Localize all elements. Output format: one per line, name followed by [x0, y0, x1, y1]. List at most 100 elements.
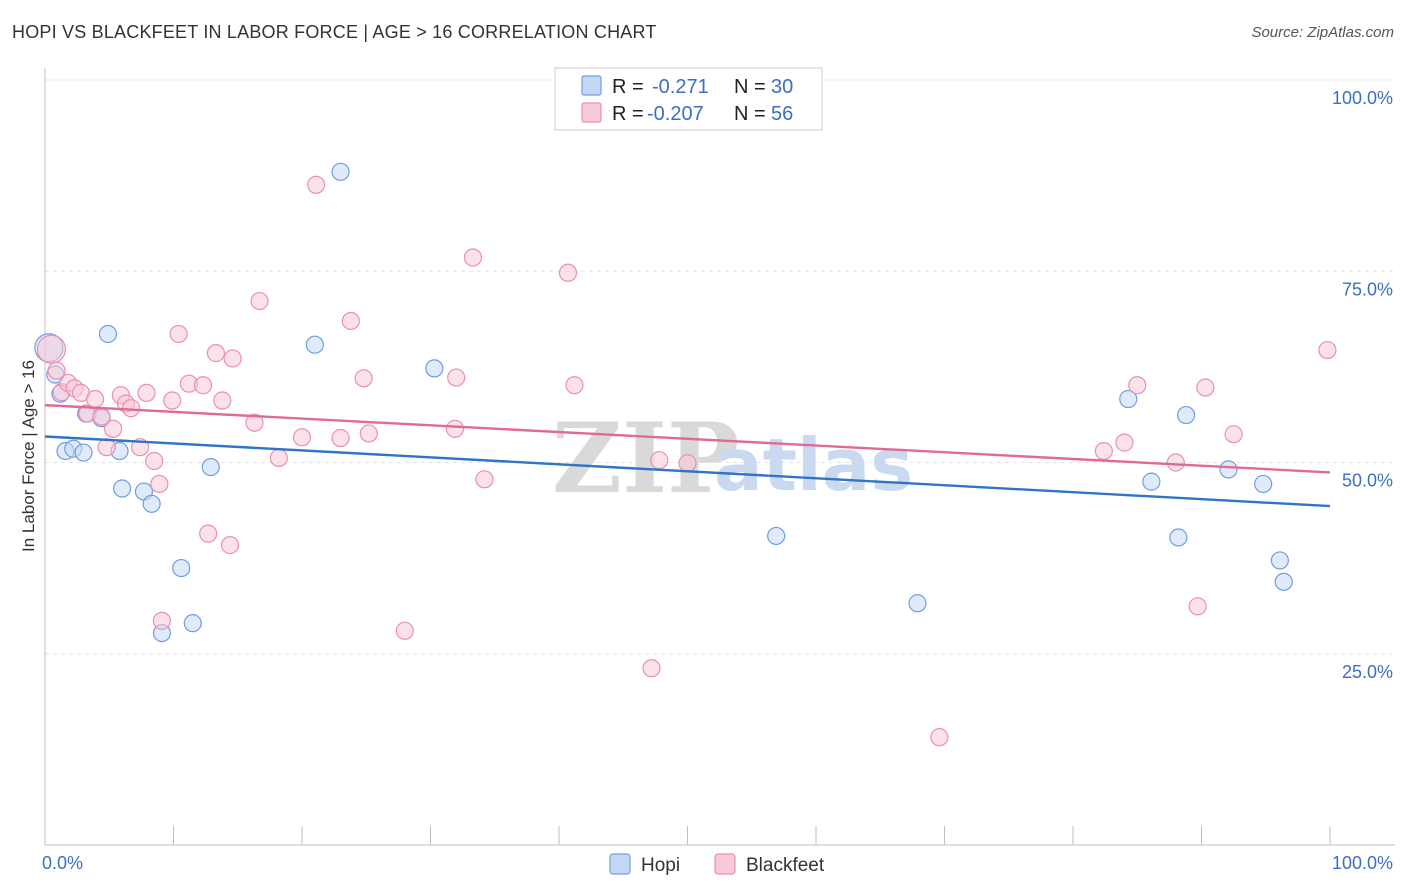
point-blackfeet	[1094, 441, 1113, 461]
point-hopi	[142, 494, 161, 513]
point-hopi	[183, 614, 202, 633]
point-blackfeet	[1196, 378, 1215, 397]
legend-r-value-blackfeet: -0.207	[647, 103, 704, 125]
point-blackfeet	[152, 611, 172, 630]
point-blackfeet	[150, 474, 169, 494]
point-blackfeet	[223, 349, 242, 368]
legend-n-label-hopi: N =	[734, 76, 766, 98]
point-hopi	[1142, 472, 1161, 491]
point-hopi	[1254, 474, 1273, 494]
point-blackfeet	[1128, 376, 1147, 395]
point-blackfeet	[558, 263, 578, 282]
point-blackfeet	[354, 369, 373, 388]
point-blackfeet	[642, 659, 661, 678]
point-blackfeet	[1224, 425, 1243, 444]
point-hopi	[1176, 405, 1196, 425]
point-blackfeet	[565, 376, 584, 395]
legend-swatch-blackfeet	[581, 102, 602, 123]
point-blackfeet	[341, 311, 360, 331]
y-axis-label: In Labor Force | Age > 16	[19, 360, 38, 552]
point-blackfeet	[359, 424, 378, 443]
point-hopi	[1270, 551, 1289, 570]
point-blackfeet	[145, 451, 164, 471]
trend-lines	[44, 403, 1331, 508]
trend-line-hopi	[44, 435, 1331, 508]
point-blackfeet	[395, 621, 414, 640]
watermark-zip: ZIP	[552, 402, 739, 515]
point-blackfeet	[36, 334, 67, 364]
point-hopi	[305, 335, 324, 354]
x-tick-label: 0.0%	[42, 853, 83, 873]
point-hopi	[1219, 460, 1238, 479]
point-blackfeet	[650, 451, 669, 470]
point-hopi	[112, 479, 132, 498]
legend-r-label-hopi: R =	[612, 76, 644, 98]
point-blackfeet	[137, 383, 156, 402]
chart-source: Source: ZipAtlas.com	[1251, 24, 1394, 41]
legend-n-value-blackfeet: 56	[771, 103, 793, 125]
point-hopi	[1169, 528, 1188, 547]
point-blackfeet	[199, 524, 218, 543]
point-hopi	[1119, 389, 1138, 409]
point-blackfeet	[193, 376, 213, 395]
legend-r-value-hopi: -0.271	[652, 76, 709, 98]
point-blackfeet	[447, 368, 466, 387]
point-hopi	[74, 443, 93, 462]
legend-r-label-blackfeet: R =	[612, 103, 644, 125]
point-hopi	[1274, 572, 1293, 591]
point-blackfeet	[220, 536, 240, 555]
point-blackfeet	[245, 413, 264, 432]
point-hopi	[425, 359, 444, 378]
point-blackfeet	[47, 361, 66, 380]
point-blackfeet	[445, 419, 465, 438]
point-blackfeet	[250, 291, 269, 311]
point-hopi	[201, 457, 220, 477]
point-blackfeet	[1188, 597, 1207, 616]
series-blackfeet-points	[36, 175, 1337, 747]
y-tick-label: 100.0%	[1332, 88, 1393, 108]
point-blackfeet	[292, 428, 312, 447]
series-legend: Hopi Blackfeet	[609, 853, 825, 876]
point-blackfeet	[463, 248, 483, 267]
point-blackfeet	[331, 428, 350, 448]
legend-n-label-blackfeet: N =	[734, 103, 766, 125]
point-blackfeet	[169, 324, 188, 344]
legend-n-value-hopi: 30	[771, 76, 793, 98]
chart-title: HOPI VS BLACKFEET IN LABOR FORCE | AGE >…	[12, 22, 657, 42]
point-blackfeet	[269, 448, 288, 468]
point-blackfeet	[86, 389, 105, 409]
point-blackfeet	[930, 728, 949, 747]
point-blackfeet	[678, 454, 697, 473]
y-tick-label: 50.0%	[1342, 471, 1393, 491]
data-points	[34, 162, 1337, 747]
series-legend-label-blackfeet: Blackfeet	[746, 855, 825, 876]
point-blackfeet	[307, 175, 326, 194]
point-hopi	[331, 162, 350, 181]
point-blackfeet	[1318, 340, 1337, 360]
y-tick-label: 75.0%	[1342, 279, 1393, 299]
series-legend-swatch-hopi	[609, 853, 631, 875]
x-tick-labels: 0.0% 100.0%	[42, 853, 1393, 873]
y-tick-label: 25.0%	[1342, 662, 1393, 682]
gridlines	[45, 79, 1395, 655]
point-blackfeet	[163, 391, 182, 410]
point-hopi	[908, 594, 927, 613]
point-blackfeet	[1115, 433, 1134, 452]
point-hopi	[98, 324, 118, 344]
trend-line-blackfeet	[44, 403, 1331, 474]
watermark: ZIP atlas	[552, 402, 913, 515]
point-blackfeet	[206, 344, 226, 363]
legend-swatch-hopi	[581, 75, 602, 96]
point-blackfeet	[475, 470, 494, 489]
y-tick-labels: 100.0% 75.0% 50.0% 25.0%	[1332, 88, 1393, 682]
point-blackfeet	[213, 391, 232, 410]
stats-legend: R = -0.271 N = 30 R = -0.207 N = 56	[554, 67, 823, 131]
point-hopi	[172, 558, 191, 578]
series-legend-label-hopi: Hopi	[641, 855, 680, 876]
watermark-atlas: atlas	[714, 423, 913, 507]
point-blackfeet	[104, 419, 123, 438]
series-legend-swatch-blackfeet	[714, 853, 736, 875]
point-blackfeet	[1166, 453, 1185, 472]
x-tick-label: 100.0%	[1332, 853, 1393, 873]
